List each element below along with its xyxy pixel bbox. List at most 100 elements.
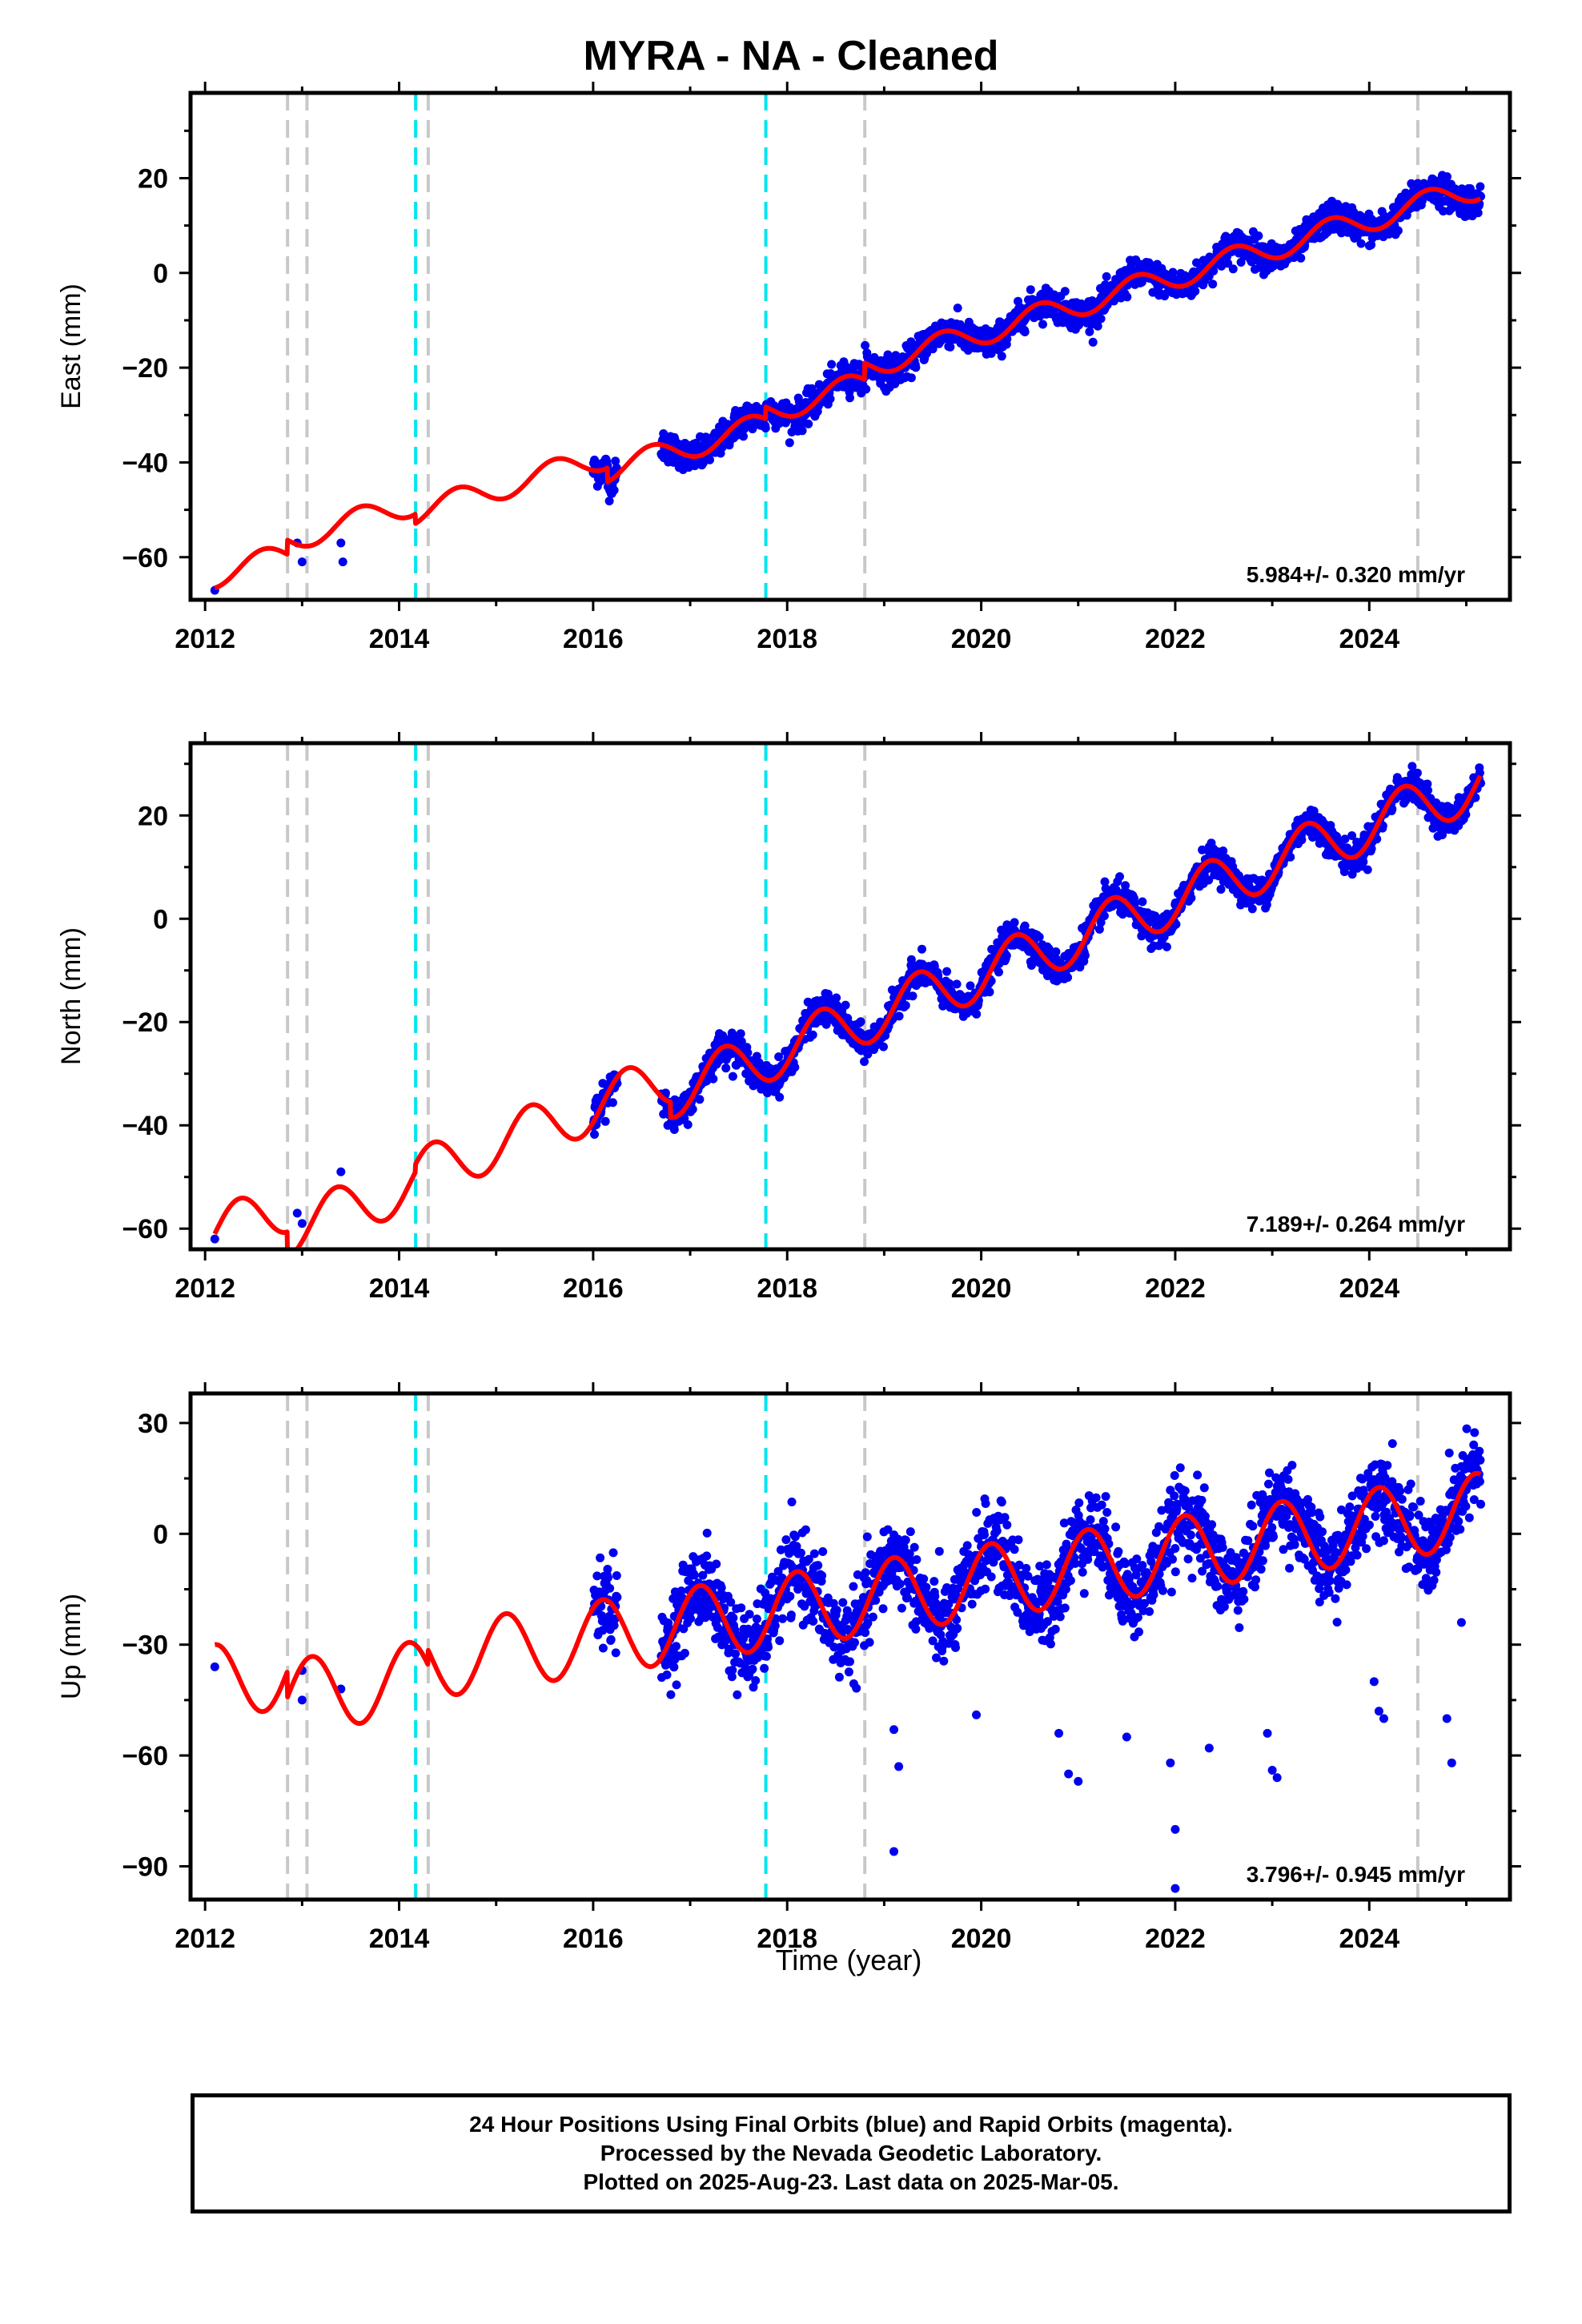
data-point: [712, 1559, 721, 1569]
data-point: [731, 1649, 741, 1659]
data-point: [745, 1610, 754, 1619]
data-point: [705, 455, 714, 464]
data-point: [845, 393, 854, 403]
data-point: [1138, 897, 1147, 907]
data-point: [669, 1125, 679, 1134]
data-point: [818, 1547, 828, 1556]
data-point: [336, 1167, 346, 1176]
data-point: [895, 1579, 905, 1589]
data-point: [702, 1528, 712, 1538]
x-tick-label: 2014: [369, 624, 430, 654]
data-point: [1026, 285, 1035, 295]
data-point: [1038, 320, 1047, 329]
x-tick-label: 2018: [757, 624, 817, 654]
data-point: [1236, 258, 1246, 267]
y-tick-label: −20: [122, 1007, 168, 1038]
data-point: [994, 967, 1003, 977]
data-point: [997, 1498, 1006, 1507]
data-point: [1020, 328, 1030, 336]
data-point: [662, 1670, 672, 1679]
data-point: [1228, 264, 1238, 274]
data-point: [850, 1638, 859, 1647]
data-point: [1046, 1639, 1055, 1649]
data-point: [981, 1499, 990, 1508]
data-point: [878, 1604, 888, 1614]
data-point: [604, 497, 614, 506]
data-point: [603, 1573, 612, 1582]
data-point: [838, 1598, 848, 1607]
data-point: [985, 987, 994, 997]
y-tick-label: −60: [122, 1214, 168, 1244]
data-point: [775, 1092, 785, 1102]
y-tick-label: −60: [122, 543, 168, 573]
data-point: [297, 557, 307, 567]
data-point: [598, 1643, 608, 1653]
data-point: [702, 1551, 712, 1561]
data-point: [953, 304, 962, 313]
panel-data-layer: [210, 743, 1485, 1249]
panel-east: 2012 2014 2016 2018 2020 2022 2024−60−40−20020…: [56, 82, 1521, 654]
y-tick-label: 0: [153, 259, 168, 289]
panel-up: 2012 2014 2016 2018 2020 2022 2024−90−60−30030…: [56, 1382, 1521, 1954]
data-point: [1191, 287, 1200, 296]
data-point: [946, 342, 955, 352]
data-point: [608, 1098, 617, 1108]
data-point: [1014, 1535, 1023, 1545]
data-point: [1412, 768, 1422, 778]
x-tick-label: 2024: [1339, 624, 1399, 654]
data-point: [686, 1614, 695, 1623]
x-tick-label: 2022: [1145, 624, 1206, 654]
data-point: [672, 1642, 681, 1651]
data-point: [817, 1571, 827, 1580]
data-point: [868, 1612, 877, 1622]
y-tick-label: 20: [138, 163, 168, 194]
data-point: [1192, 258, 1201, 267]
data-point: [752, 1614, 761, 1624]
data-point: [972, 1009, 982, 1019]
chart-title: MYRA - NA - Cleaned: [583, 33, 999, 79]
y-axis-label: East (mm): [56, 283, 86, 409]
data-point: [844, 1667, 853, 1677]
data-point: [292, 1208, 302, 1218]
data-point: [862, 1532, 872, 1542]
data-point: [942, 967, 952, 976]
data-point: [952, 979, 962, 989]
data-point: [897, 1603, 906, 1613]
data-point: [986, 348, 996, 358]
data-point: [912, 1555, 921, 1564]
x-tick-label: 2016: [563, 1273, 624, 1304]
plot-frame: [188, 90, 1512, 602]
data-point: [1002, 951, 1011, 960]
data-point: [336, 538, 346, 548]
data-point: [733, 1690, 742, 1699]
data-point: [852, 1683, 861, 1693]
data-point: [813, 1561, 823, 1570]
data-point: [695, 1095, 705, 1104]
data-point: [809, 1617, 818, 1626]
data-point: [728, 1072, 737, 1081]
data-point: [297, 1219, 307, 1228]
x-tick-label: 2020: [951, 624, 1012, 654]
data-point: [606, 1634, 616, 1644]
data-point: [921, 1582, 931, 1592]
data-point: [804, 419, 813, 428]
data-point: [953, 1623, 962, 1633]
data-point: [894, 1011, 904, 1021]
data-point: [1022, 1563, 1031, 1573]
data-point: [683, 1120, 693, 1129]
data-point: [1168, 267, 1178, 277]
data-point: [1002, 1520, 1012, 1530]
data-point: [861, 340, 870, 350]
y-tick-label: −40: [122, 448, 168, 478]
data-point: [605, 1583, 615, 1593]
data-point: [786, 1610, 796, 1620]
data-point: [751, 1676, 761, 1685]
data-point: [1093, 321, 1102, 331]
data-point: [841, 1000, 850, 1010]
data-point: [981, 1584, 990, 1594]
data-point: [1122, 292, 1132, 302]
data-point: [338, 557, 347, 567]
data-point: [832, 993, 841, 1003]
data-point: [1060, 287, 1070, 296]
x-tick-label: 2022: [1145, 1273, 1206, 1304]
